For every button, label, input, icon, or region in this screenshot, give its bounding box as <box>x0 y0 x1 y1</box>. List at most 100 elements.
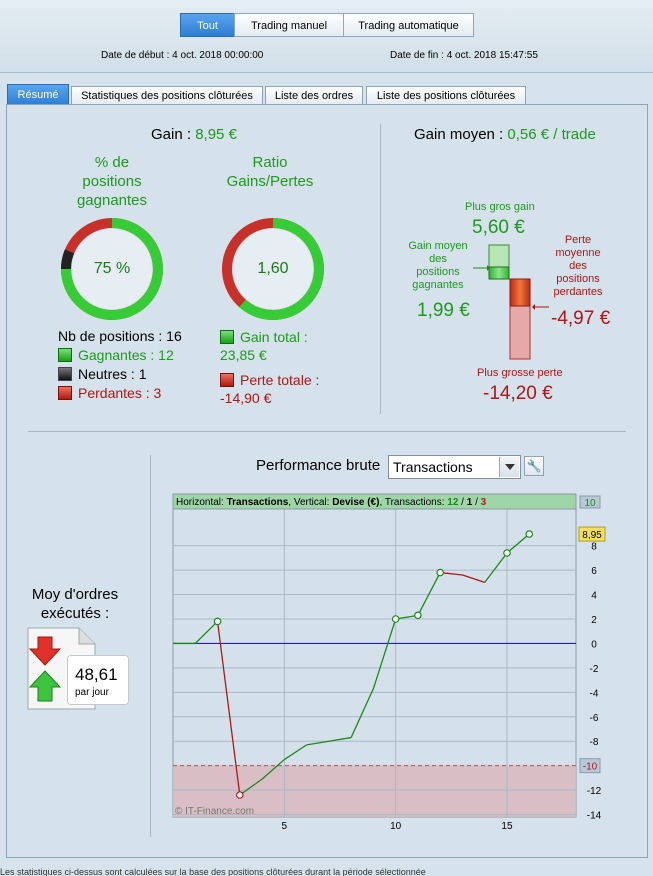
chart-header-text: Horizontal: Transactions, Vertical: Devi… <box>176 497 487 508</box>
series-segment <box>194 620 218 644</box>
y-tick-label: 2 <box>591 615 597 626</box>
label-line: perdantes <box>553 286 603 298</box>
orders-value: 48,61 <box>75 665 118 684</box>
pct-donut-win-arc <box>61 218 163 320</box>
pct-title-line: positions <box>82 173 142 190</box>
pct-value: 75 % <box>93 260 131 277</box>
series-segment <box>484 552 508 583</box>
label-line: des <box>569 260 587 272</box>
series-segment <box>283 744 307 761</box>
segment-trading-automatique[interactable]: Trading automatique <box>343 13 474 37</box>
ratio-title: Ratio Gains/Pertes <box>210 153 330 191</box>
perte-moyenne-label: Perte moyenne des positions perdantes <box>545 234 611 299</box>
gain-moyen-value: 0,56 € / trade <box>507 126 596 143</box>
pct-donut <box>61 218 163 320</box>
series-segment <box>417 572 441 616</box>
perdantes-label: Perdantes : 3 <box>78 385 162 401</box>
y-tick-label: 0 <box>591 639 597 650</box>
x-tick-label: 15 <box>501 821 513 832</box>
top-badge <box>579 495 601 509</box>
gain-loss-bars <box>473 244 549 360</box>
y-tick-label: -12 <box>587 786 602 797</box>
data-point <box>213 617 222 626</box>
end-date: Date de fin : 4 oct. 2018 15:47:55 <box>390 50 538 61</box>
filter-bar: Tout Trading manuel Trading automatique … <box>0 0 653 73</box>
ratio-value: 1,60 <box>257 260 289 277</box>
performance-select-value: Transactions <box>393 459 473 475</box>
x-tick-label: 5 <box>282 821 288 832</box>
orders-title: Moy d'ordres exécutés : <box>20 585 130 623</box>
ratio-title-line: Ratio <box>252 154 288 171</box>
nb-positions: Nb de positions : 16 <box>58 328 182 344</box>
performance-title: Performance brute <box>256 457 381 474</box>
perte-totale: Perte totale : -14,90 € <box>220 371 319 407</box>
plus-grosse-perte-label: Plus grosse perte <box>477 367 563 379</box>
footer-note: Les statistiques ci-dessus sont calculée… <box>0 868 426 876</box>
chevron-down-icon[interactable] <box>499 457 519 477</box>
y-tick-label: -14 <box>587 811 602 822</box>
start-date: Date de début : 4 oct. 2018 00:00:00 <box>101 50 264 61</box>
divider <box>380 124 381 414</box>
gain-total-label: Gain total : <box>240 329 308 345</box>
label-line: gagnantes <box>412 279 464 291</box>
pct-donut-neutral-arc <box>61 249 75 270</box>
label-line: positions <box>416 266 460 278</box>
y-tick-label: 6 <box>591 566 597 577</box>
label-line: Gain moyen <box>408 240 468 252</box>
tab-liste-ordres[interactable]: Liste des ordres <box>265 86 363 104</box>
x-tick-label: 10 <box>390 821 402 832</box>
gain-moyen-positions-value: 1,99 € <box>417 300 470 321</box>
watermark: © IT-Finance.com <box>175 806 254 817</box>
series-segment <box>350 688 374 738</box>
data-point <box>391 615 400 623</box>
win-square-icon <box>220 330 234 344</box>
series-segment <box>328 736 352 742</box>
plus-gros-gain-label: Plus gros gain <box>465 201 535 213</box>
gain-moyen-label: Gain moyen : <box>414 126 504 143</box>
gain-moyen-positions-label: Gain moyen des positions gagnantes <box>405 240 471 292</box>
orders-card: 48,61 par jour <box>67 655 129 705</box>
series-segment <box>261 759 285 780</box>
threshold-badge <box>579 758 601 774</box>
y-tick-label: -4 <box>590 688 599 699</box>
ratio-donut <box>222 218 324 320</box>
neutres-label: Neutres : 1 <box>78 366 147 382</box>
plot-area <box>172 493 577 818</box>
tab-statistiques[interactable]: Statistiques des positions clôturées <box>71 86 263 104</box>
orders-title-line: Moy d'ordres <box>31 586 119 603</box>
y-tick-label: -8 <box>590 737 599 748</box>
gain-label: Gain : <box>151 126 192 143</box>
threshold-badge-label: -10 <box>583 762 598 773</box>
win-square-icon <box>58 348 72 362</box>
last-value-label: 8,95 <box>582 530 602 541</box>
data-point <box>414 611 422 620</box>
wrench-icon[interactable]: 🔧 <box>524 456 544 476</box>
tab-liste-positions[interactable]: Liste des positions clôturées <box>366 86 526 104</box>
divider <box>150 455 151 837</box>
performance-select[interactable]: Transactions <box>388 455 521 479</box>
series-segment <box>306 740 329 746</box>
y-tick-label: 8 <box>591 542 597 553</box>
top-badge-label: 10 <box>584 498 596 509</box>
data-point <box>525 530 534 538</box>
loss-square-icon <box>220 373 234 387</box>
performance-chart: 5 10 15 8 6 4 2 0 -2 -4 -6 -8 -12 -14 Horizontal: Tran… <box>172 493 606 832</box>
gain-value: 8,95 € <box>195 126 237 143</box>
chart-header-bar <box>172 493 577 510</box>
segment-trading-manuel[interactable]: Trading manuel <box>234 13 344 37</box>
data-point <box>503 549 511 557</box>
series-segment <box>462 574 485 583</box>
orders-unit: par jour <box>75 687 109 698</box>
legend-neutres: Neutres : 1 <box>58 366 146 382</box>
data-point <box>235 791 244 799</box>
tab-resume[interactable]: Résumé <box>7 84 69 105</box>
gain-total: Gain total : 23,85 € <box>220 328 308 364</box>
orders-title-line: exécutés : <box>40 605 110 622</box>
last-value-badge <box>578 526 606 542</box>
label-line: Perte <box>564 234 592 246</box>
perte-totale-label: Perte totale : <box>240 372 320 388</box>
gagnantes-label: Gagnantes : 12 <box>78 347 174 363</box>
pct-title-line: gagnantes <box>76 192 148 209</box>
segment-tout[interactable]: Tout <box>180 13 235 37</box>
label-line: positions <box>556 273 600 285</box>
